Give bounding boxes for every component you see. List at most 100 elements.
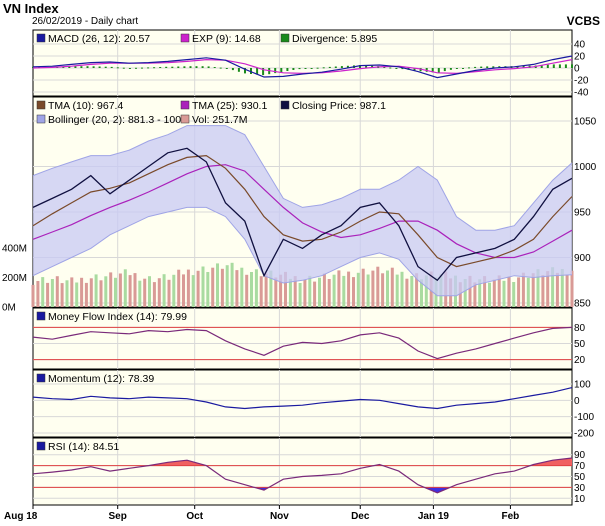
divergence-bar [98, 66, 101, 68]
volume-bar [356, 272, 360, 307]
bollinger-lower-line [32, 206, 573, 297]
divergence-bar [564, 64, 567, 68]
volume-bar [502, 280, 506, 307]
volume-bar [318, 277, 321, 307]
volume-bar [361, 268, 365, 307]
legend-swatch [36, 311, 46, 321]
divergence-bar [413, 68, 416, 71]
divergence-bar [371, 65, 374, 68]
divergence-bar [340, 66, 343, 68]
volume-bar [196, 270, 200, 307]
divergence-bar [395, 68, 398, 69]
volume-tick-label: 0M [2, 303, 16, 314]
divergence-bar [201, 66, 204, 68]
volume-bar [492, 279, 496, 307]
volume-bar [128, 275, 132, 307]
volume-bar [250, 272, 253, 307]
volume-bar [230, 262, 234, 307]
divergence-bar [74, 66, 77, 68]
legend-label: Vol: 251.7M [192, 114, 247, 126]
divergence-bar [250, 68, 252, 74]
divergence-bar [522, 65, 525, 68]
divergence-bar [498, 66, 501, 68]
volume-bar [143, 278, 147, 307]
divergence-bar [298, 68, 301, 70]
bollinger-upper-line [32, 125, 573, 231]
volume-bar [381, 273, 385, 307]
legend-swatch [36, 33, 46, 43]
divergence-bar [328, 66, 331, 68]
divergence-bar [135, 67, 137, 69]
volume-bar [376, 266, 380, 307]
legend-swatch [36, 114, 46, 124]
volume-bar [458, 282, 462, 307]
y-tick-label: 90 [574, 450, 586, 461]
volume-bar [517, 277, 521, 307]
volume-bar [60, 283, 64, 307]
x-tick-label: Sep [109, 511, 127, 522]
divergence-bar [104, 66, 107, 68]
divergence-bar [80, 66, 83, 68]
volume-bar [84, 282, 88, 307]
volume-bar [80, 277, 84, 307]
volume-bar [395, 274, 399, 307]
y-tick-label: 0 [574, 396, 580, 407]
legend-label: Momentum (12): 78.39 [48, 373, 154, 385]
y-tick-label: 100 [574, 380, 591, 391]
macd-line [32, 55, 573, 79]
divergence-bar [207, 66, 210, 68]
volume-bar [366, 274, 370, 307]
legend-swatch [280, 33, 290, 43]
legend-swatch [36, 441, 46, 451]
volume-bar [167, 279, 171, 307]
legend-label: EXP (9): 14.68 [192, 33, 261, 45]
volume-bar [288, 278, 292, 307]
divergence-bar [153, 67, 156, 69]
divergence-bar [189, 66, 192, 68]
volume-bar [70, 277, 74, 307]
x-tick-label: Aug 18 [4, 511, 38, 522]
volume-bar [473, 282, 477, 307]
legend-label: TMA (25): 930.1 [192, 100, 267, 112]
divergence-bar [147, 67, 150, 69]
volume-bar [327, 279, 331, 307]
divergence-bar [177, 66, 180, 68]
brand-label: VCBS [566, 14, 600, 28]
volume-bar [138, 280, 142, 307]
volume-bar [478, 279, 482, 307]
closing-price-line [32, 147, 573, 282]
divergence-bar [334, 66, 337, 68]
divergence-bar [116, 67, 119, 69]
volume-bar [497, 275, 501, 307]
divergence-bar [244, 68, 246, 74]
x-tick-label: Jan 19 [418, 511, 450, 522]
divergence-bar [571, 64, 573, 68]
volume-bar [216, 263, 219, 307]
volume-bar [521, 272, 525, 307]
volume-bar [313, 281, 317, 307]
legend-label: Closing Price: 987.1 [292, 100, 386, 112]
volume-bar [46, 282, 50, 307]
divergence-bar [256, 68, 259, 75]
volume-bar [269, 270, 273, 307]
divergence-bar [540, 65, 543, 68]
legend-label: MACD (26, 12): 20.57 [48, 33, 150, 45]
legend-label: Bollinger (20, 2): 881.3 - 1004 [48, 114, 187, 126]
volume-bar [468, 275, 472, 307]
legend-swatch [180, 114, 190, 124]
divergence-bar [159, 67, 162, 68]
volume-bar [177, 269, 181, 307]
divergence-bar [304, 68, 307, 69]
volume-bar [488, 282, 491, 307]
volume-tick-label: 200M [2, 273, 27, 284]
divergence-bar [462, 68, 464, 69]
divergence-bar [383, 66, 386, 68]
y-tick-label: 900 [574, 253, 591, 264]
volume-bar [342, 275, 346, 307]
y-tick-label: 70 [574, 461, 586, 472]
volume-bar [560, 269, 564, 307]
x-tick-label: Feb [502, 511, 520, 522]
rsi-overbought-fill [530, 458, 572, 466]
legend-swatch [36, 100, 46, 110]
volume-bar [211, 267, 215, 307]
